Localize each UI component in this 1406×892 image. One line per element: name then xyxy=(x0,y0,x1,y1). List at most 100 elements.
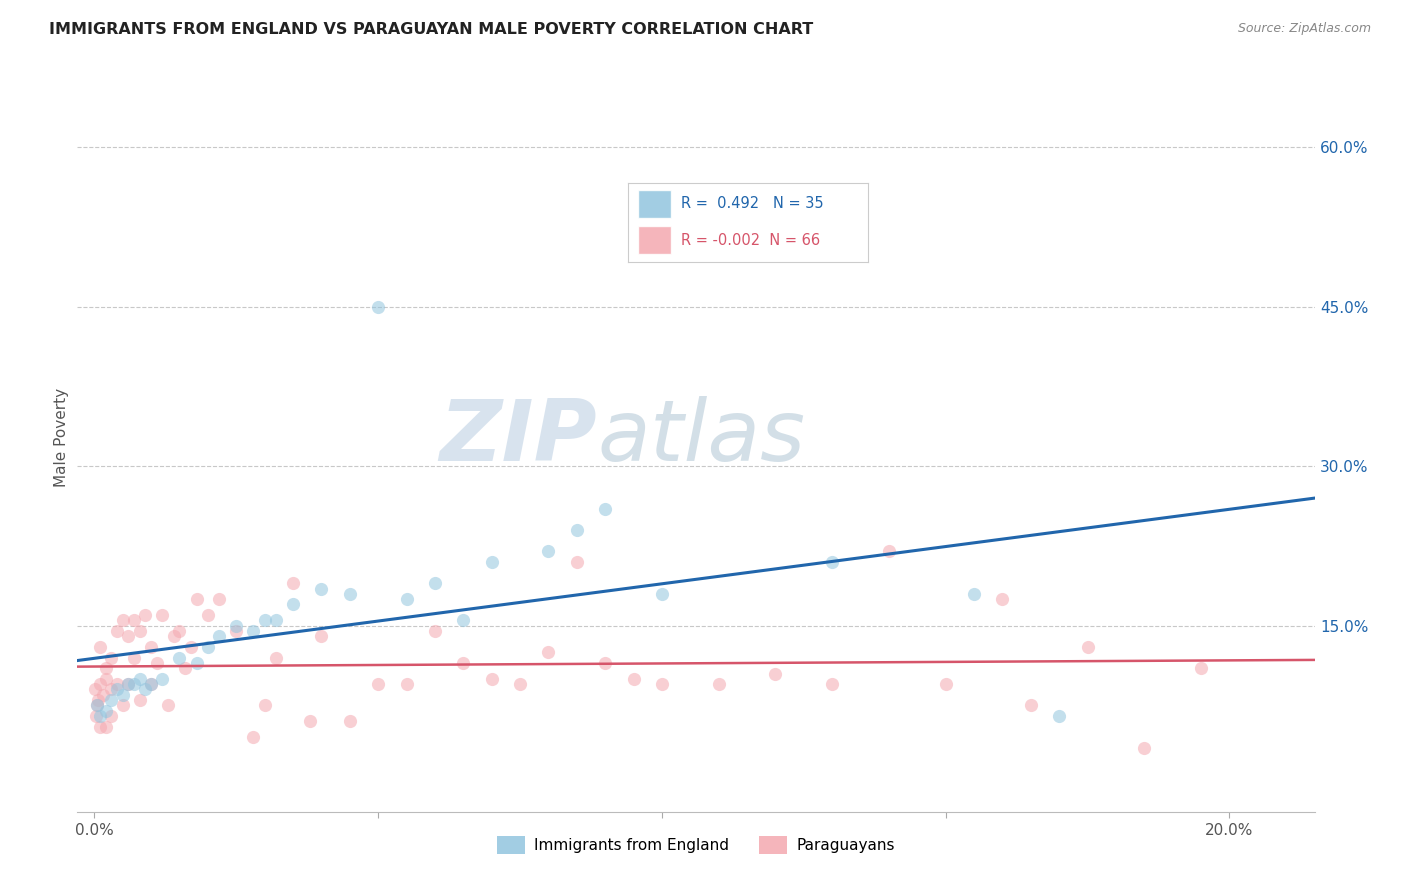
Point xyxy=(186,592,208,607)
Point xyxy=(451,614,474,628)
Text: atlas: atlas xyxy=(598,395,806,479)
Text: R =  0.492   N = 35: R = 0.492 N = 35 xyxy=(681,196,824,211)
Point xyxy=(105,624,128,638)
Point xyxy=(225,624,247,638)
Point xyxy=(311,629,333,643)
Point xyxy=(86,698,108,713)
Point xyxy=(821,555,844,569)
Point xyxy=(242,624,264,638)
Point xyxy=(537,544,560,558)
Text: Source: ZipAtlas.com: Source: ZipAtlas.com xyxy=(1237,22,1371,36)
Point xyxy=(134,682,156,697)
Point xyxy=(87,693,110,707)
Point xyxy=(1019,698,1042,713)
Point xyxy=(105,682,128,697)
Point xyxy=(186,656,208,670)
Point xyxy=(128,672,150,686)
Point xyxy=(299,714,322,729)
Point xyxy=(395,592,418,607)
Point xyxy=(169,624,191,638)
Point xyxy=(264,614,287,628)
Bar xyxy=(637,226,671,254)
Point xyxy=(94,704,117,718)
Point xyxy=(481,555,503,569)
Point xyxy=(105,677,128,691)
Point xyxy=(593,501,616,516)
Point xyxy=(117,677,139,691)
Point xyxy=(565,555,588,569)
Point xyxy=(86,698,108,713)
Point xyxy=(100,709,122,723)
Point xyxy=(991,592,1014,607)
Point xyxy=(100,693,122,707)
Point xyxy=(117,677,139,691)
Point xyxy=(707,677,730,691)
Point xyxy=(311,582,333,596)
Point xyxy=(128,693,150,707)
Point xyxy=(264,650,287,665)
Point xyxy=(1077,640,1099,654)
Text: R = -0.002  N = 66: R = -0.002 N = 66 xyxy=(681,233,820,248)
Point xyxy=(395,677,418,691)
Point xyxy=(139,640,162,654)
Point xyxy=(89,677,111,691)
Point xyxy=(651,587,673,601)
Point xyxy=(623,672,645,686)
Point xyxy=(1133,741,1156,756)
Point xyxy=(139,677,162,691)
Text: IMMIGRANTS FROM ENGLAND VS PARAGUAYAN MALE POVERTY CORRELATION CHART: IMMIGRANTS FROM ENGLAND VS PARAGUAYAN MA… xyxy=(49,22,814,37)
Point xyxy=(423,624,446,638)
Point xyxy=(537,645,560,659)
Point xyxy=(593,656,616,670)
Point xyxy=(122,677,145,691)
Point xyxy=(197,608,219,623)
Point xyxy=(128,624,150,638)
Point xyxy=(180,640,202,654)
Point xyxy=(91,688,114,702)
Point xyxy=(423,576,446,591)
Point xyxy=(117,629,139,643)
Point xyxy=(509,677,531,691)
Point xyxy=(253,698,276,713)
Point xyxy=(765,666,787,681)
Point xyxy=(111,614,134,628)
Point xyxy=(208,629,231,643)
Point xyxy=(963,587,986,601)
Point xyxy=(821,677,844,691)
Point xyxy=(208,592,231,607)
Legend: Immigrants from England, Paraguayans: Immigrants from England, Paraguayans xyxy=(491,830,901,860)
Point xyxy=(111,698,134,713)
Text: ZIP: ZIP xyxy=(439,395,598,479)
Point xyxy=(935,677,957,691)
Point xyxy=(367,300,389,314)
Point xyxy=(122,614,145,628)
Point xyxy=(146,656,169,670)
Point xyxy=(89,640,111,654)
Y-axis label: Male Poverty: Male Poverty xyxy=(53,387,69,487)
Point xyxy=(100,650,122,665)
Point xyxy=(339,714,361,729)
Point xyxy=(225,618,247,632)
Point xyxy=(339,587,361,601)
Point xyxy=(197,640,219,654)
Point xyxy=(169,650,191,665)
Point xyxy=(152,672,174,686)
Point xyxy=(139,677,162,691)
Point xyxy=(163,629,186,643)
Point xyxy=(157,698,180,713)
Point xyxy=(565,523,588,537)
Point xyxy=(94,672,117,686)
Point xyxy=(134,608,156,623)
Bar xyxy=(637,190,671,219)
Point xyxy=(89,720,111,734)
Point xyxy=(451,656,474,670)
Point xyxy=(152,608,174,623)
Point xyxy=(122,650,145,665)
Point xyxy=(367,677,389,691)
Point xyxy=(100,682,122,697)
Point xyxy=(84,709,107,723)
Point xyxy=(242,731,264,745)
Point xyxy=(84,682,107,697)
Point xyxy=(94,720,117,734)
Point xyxy=(94,661,117,675)
